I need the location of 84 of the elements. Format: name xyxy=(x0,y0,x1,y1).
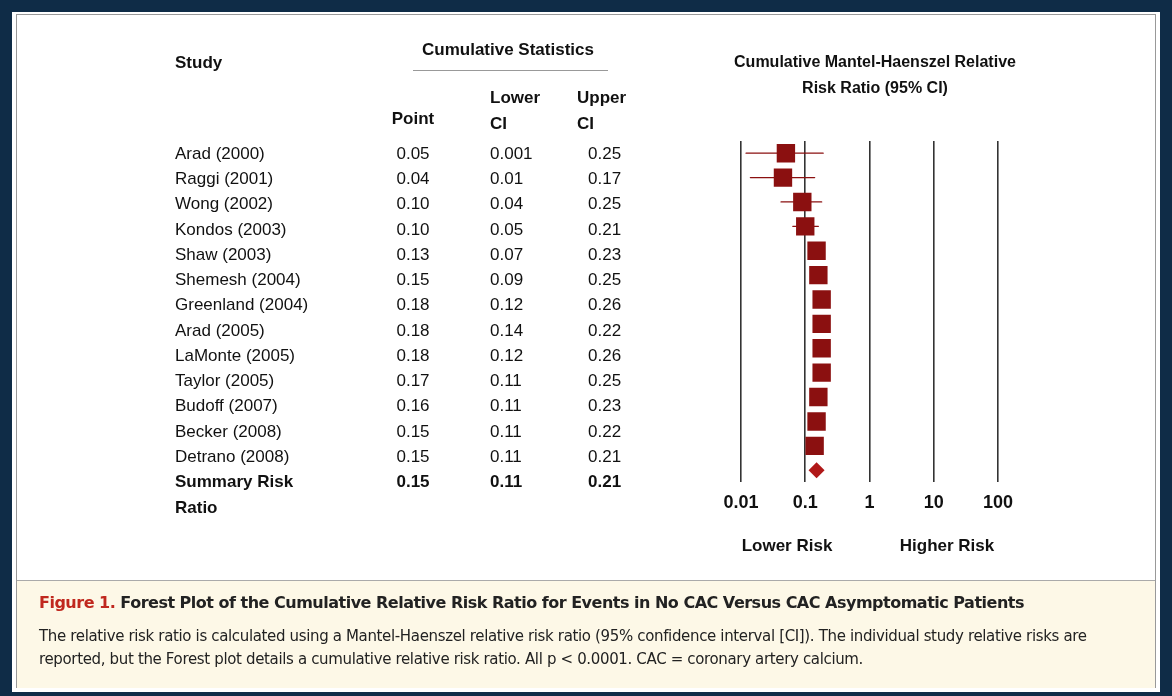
point xyxy=(812,339,831,358)
text: Lower Risk xyxy=(741,535,833,555)
text: Higher Risk xyxy=(899,535,995,555)
data-label: 0.12 xyxy=(490,294,524,317)
text: Upper CI xyxy=(577,87,628,135)
category-label: Becker (2008) xyxy=(175,420,282,443)
category-label: Arad (2005) xyxy=(175,319,265,342)
data-label: 0.21 xyxy=(588,218,622,241)
point xyxy=(796,217,815,236)
point xyxy=(812,290,831,309)
category-label: Summary Risk Ratio xyxy=(175,471,295,519)
category-label: Taylor (2005) xyxy=(175,370,275,393)
data-label: 0.15 xyxy=(395,269,431,292)
category-label: Wong (2002) xyxy=(175,193,273,216)
text: Study xyxy=(175,52,223,74)
data-label: 0.18 xyxy=(395,344,431,367)
data-label: 0.04 xyxy=(395,168,431,191)
point xyxy=(793,192,812,212)
point xyxy=(807,412,826,431)
category-label: Detrano (2008) xyxy=(175,445,290,468)
data-label: 0.09 xyxy=(490,269,524,292)
category-label: Arad (2000) xyxy=(175,143,265,165)
data-label: 0.18 xyxy=(395,319,431,342)
point xyxy=(812,363,831,382)
data-label: 0.05 xyxy=(395,143,431,165)
point xyxy=(809,265,828,285)
data-label: 0.05 xyxy=(490,218,524,241)
point xyxy=(808,462,825,479)
data-label: 0.15 xyxy=(395,445,431,468)
data-label: 0.22 xyxy=(588,420,622,443)
data-label: 0.11 xyxy=(490,395,522,418)
caption: Figure 1. xyxy=(39,593,116,612)
data-label: 0.11 xyxy=(490,445,522,468)
point xyxy=(812,314,831,334)
x-tick-label: 10 xyxy=(923,492,944,513)
data-label: 0.12 xyxy=(490,344,524,367)
point xyxy=(807,241,826,260)
chart-title: Cumulative Mantel-Haenszel Relative Risk Ratio (95% CI) xyxy=(734,53,1017,97)
data-label: 0.22 xyxy=(588,319,622,342)
data-label: 0.23 xyxy=(588,243,622,266)
data-label: 0.25 xyxy=(588,143,622,165)
data-label: 0.17 xyxy=(395,370,431,393)
point xyxy=(809,387,828,407)
x-tick-label: 100 xyxy=(982,492,1014,513)
text: Lower CI xyxy=(490,87,542,135)
data-label: 0.11 xyxy=(490,471,523,493)
data-label: 0.001 xyxy=(490,143,533,165)
data-label: 0.14 xyxy=(490,319,524,342)
data-label: 0.23 xyxy=(588,395,622,418)
data-label: 0.11 xyxy=(490,420,522,443)
text: Forest Plot of the Cumulative Relative Risk Ratio for Events in No CAC Versus CAC Asymptomatic Patients xyxy=(120,593,1024,612)
data-label: 0.15 xyxy=(395,471,431,493)
data-label: 0.21 xyxy=(588,471,622,493)
category-label: LaMonte (2005) xyxy=(175,344,296,367)
x-tick-label: 1 xyxy=(864,492,875,513)
x-tick-label: 0.01 xyxy=(723,492,759,513)
category-label: Budoff (2007) xyxy=(175,395,278,418)
data-label: 0.25 xyxy=(588,370,622,393)
data-label: 0.10 xyxy=(395,218,431,241)
data-label: 0.04 xyxy=(490,193,524,216)
data-label: 0.11 xyxy=(490,370,522,393)
data-label: 0.07 xyxy=(490,243,524,266)
data-label: 0.26 xyxy=(588,344,622,367)
text: Point xyxy=(390,108,436,130)
category-label: Shaw (2003) xyxy=(175,243,272,266)
text: Cumulative Statistics xyxy=(421,39,595,61)
data-label: 0.25 xyxy=(588,269,622,292)
data-label: 0.25 xyxy=(588,193,622,216)
data-label: 0.26 xyxy=(588,294,622,317)
data-label: 0.01 xyxy=(490,168,524,191)
data-label: 0.21 xyxy=(588,445,622,468)
category-label: Greenland (2004) xyxy=(175,294,309,317)
data-label: 0.17 xyxy=(588,168,622,191)
x-tick-label: 0.1 xyxy=(792,492,818,513)
data-label: 0.10 xyxy=(395,193,431,216)
data-label: 0.16 xyxy=(395,395,431,418)
data-label: 0.13 xyxy=(395,243,431,266)
data-label: 0.18 xyxy=(395,294,431,317)
category-label: Kondos (2003) xyxy=(175,218,287,241)
data-label: 0.15 xyxy=(395,420,431,443)
point xyxy=(805,436,824,456)
text: The relative risk ratio is calculated using a Mantel-Haenszel relative risk ratio (95% confidence interval [CI]). The individual study relative risks are reported, but the Forest plot details a cumulative relative risk ratio. All p < 0.0001. CAC = coronary artery calcium. xyxy=(39,626,1088,670)
category-label: Shemesh (2004) xyxy=(175,269,301,292)
category-label: Raggi (2001) xyxy=(175,168,274,191)
